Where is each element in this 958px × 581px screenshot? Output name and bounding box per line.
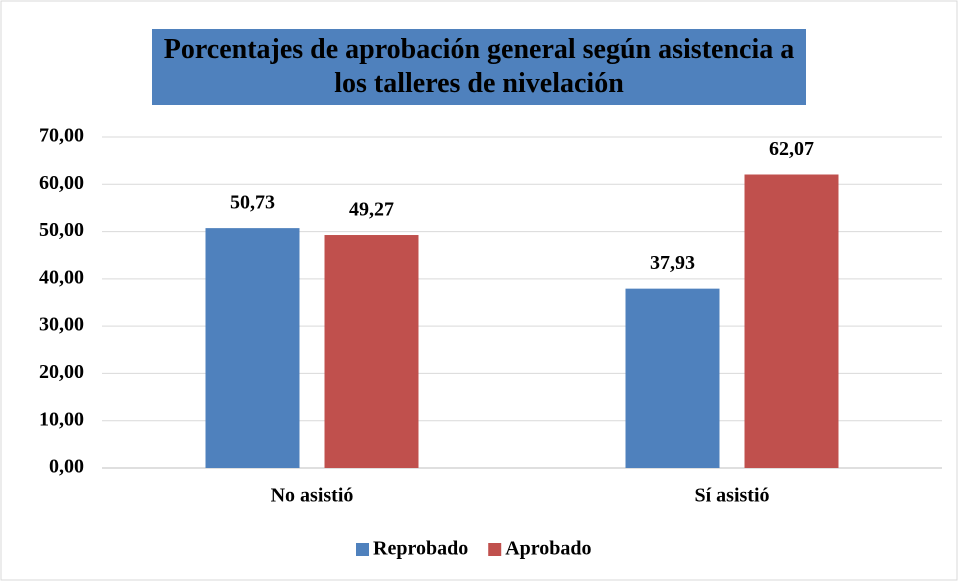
x-tick-label: Sí asistió xyxy=(694,485,769,507)
y-tick-label: 10,00 xyxy=(39,408,84,430)
bar xyxy=(324,235,419,468)
legend-swatch xyxy=(488,543,502,556)
y-tick-label: 60,00 xyxy=(39,172,84,194)
bar xyxy=(625,288,720,468)
bar xyxy=(205,228,300,468)
x-tick-label: No asistió xyxy=(271,485,354,507)
y-tick-label: 30,00 xyxy=(39,314,84,336)
data-label: 49,27 xyxy=(349,199,394,221)
legend-label: Reprobado xyxy=(373,538,468,560)
y-tick-label: 40,00 xyxy=(39,266,84,288)
title-container: Porcentajes de aprobación general según … xyxy=(163,34,795,99)
data-label: 50,73 xyxy=(230,192,275,214)
data-label: 37,93 xyxy=(650,252,695,274)
data-label: 62,07 xyxy=(769,138,814,160)
y-tick-label: 50,00 xyxy=(39,219,84,241)
legend-swatch xyxy=(356,543,369,556)
bar xyxy=(744,174,839,469)
y-tick-label: 0,00 xyxy=(49,456,84,478)
y-tick-label: 70,00 xyxy=(39,125,84,147)
legend-label: Aprobado xyxy=(505,538,591,560)
chart-title: Porcentajes de aprobación general según … xyxy=(163,34,795,99)
title-box xyxy=(152,29,806,105)
y-tick-label: 20,00 xyxy=(39,361,84,383)
